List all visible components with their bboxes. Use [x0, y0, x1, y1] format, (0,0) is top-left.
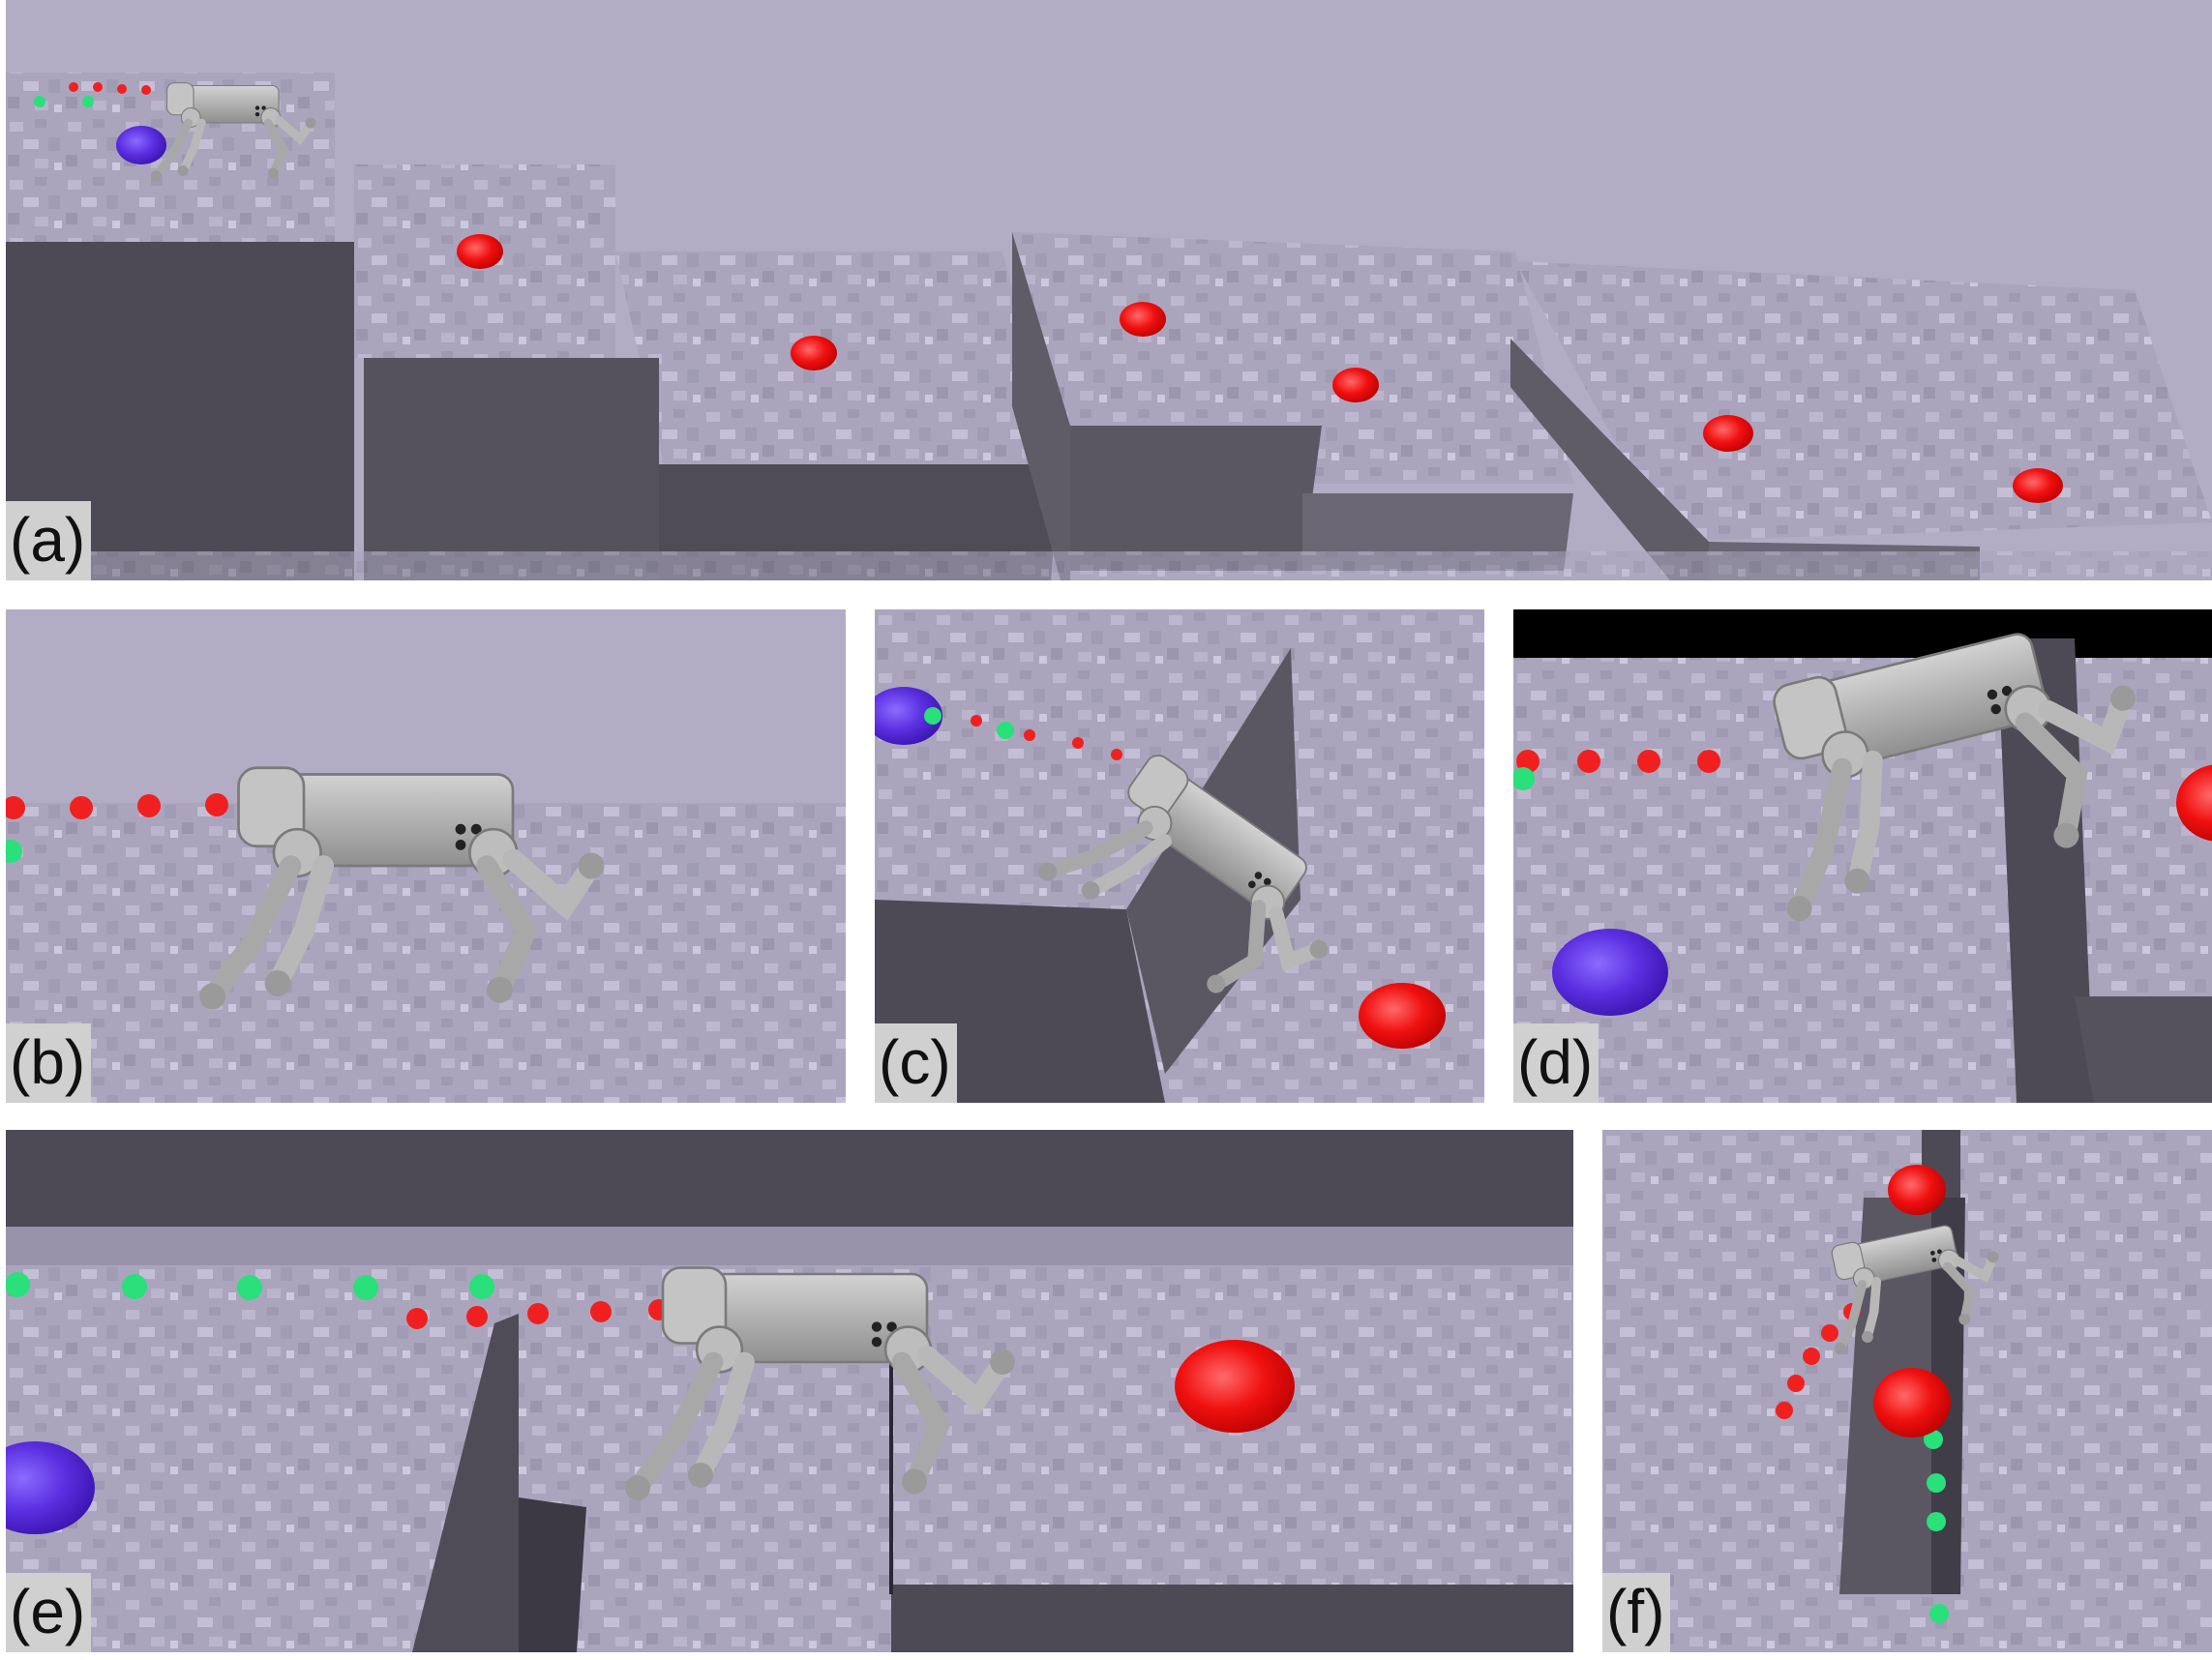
- target-marker: [1332, 368, 1379, 402]
- start-marker: [116, 126, 166, 164]
- target-marker: [1175, 1340, 1295, 1433]
- target-marker: [457, 234, 503, 269]
- panel-b-scene: [6, 609, 846, 1103]
- target-marker: [1120, 302, 1166, 337]
- target-marker: [2013, 468, 2063, 503]
- wall-slab: [1012, 232, 1070, 580]
- panel-label: (f): [1602, 1573, 1671, 1652]
- wall-block: [891, 1585, 1573, 1652]
- panel-label: (b): [6, 1023, 92, 1103]
- start-marker: [1552, 929, 1668, 1016]
- panel-e: (e): [6, 1130, 1573, 1652]
- terrain-platform: [1012, 232, 1573, 484]
- panel-label: (e): [6, 1573, 92, 1652]
- wall-block: [6, 242, 354, 580]
- target-marker: [1888, 1165, 1946, 1215]
- start-marker: [6, 1441, 95, 1534]
- trajectory-markers: [6, 1272, 670, 1329]
- target-marker: [2176, 764, 2212, 842]
- wall-block: [2075, 996, 2212, 1103]
- panel-c: (c): [875, 609, 1484, 1103]
- terrain-floor: [6, 803, 846, 1103]
- wall-shadow: [519, 1497, 586, 1652]
- panel-d-scene: [1513, 609, 2212, 1103]
- panel-b: (b): [6, 609, 846, 1103]
- panel-a: (a): [6, 0, 2212, 580]
- trajectory-markers: [6, 793, 228, 863]
- panel-f-scene: [1602, 1130, 2212, 1652]
- wall-block: [1070, 426, 1322, 571]
- target-marker: [1873, 1368, 1951, 1438]
- panel-label: (a): [6, 501, 92, 580]
- panel-c-scene: [875, 609, 1484, 1103]
- panel-e-scene: [6, 1130, 1573, 1652]
- panel-f: (f): [1602, 1130, 2212, 1652]
- wall-slab: [412, 1314, 519, 1652]
- sky-black-band: [1513, 609, 2212, 658]
- terrain-platform: [615, 252, 1061, 464]
- far-wall: [6, 1130, 1573, 1227]
- panel-d: (d): [1513, 609, 2212, 1103]
- trajectory-markers: [34, 82, 151, 107]
- wall-block: [364, 358, 659, 580]
- trajectory-markers: [875, 687, 1122, 760]
- wall-slab: [1510, 339, 1709, 580]
- target-marker: [791, 336, 837, 371]
- panel-label: (d): [1513, 1023, 1599, 1103]
- target-marker: [1703, 415, 1753, 452]
- trajectory-markers: [1513, 750, 1720, 790]
- panel-label: (c): [875, 1023, 957, 1103]
- panel-a-scene: [6, 0, 2212, 580]
- target-marker: [1359, 983, 1446, 1049]
